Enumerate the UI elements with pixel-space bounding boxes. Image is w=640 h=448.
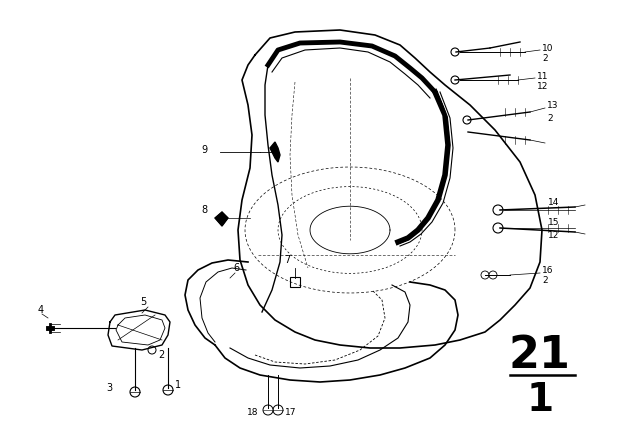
Text: 15: 15 — [548, 217, 559, 227]
Text: 21: 21 — [509, 333, 571, 376]
Circle shape — [163, 385, 173, 395]
Text: 9: 9 — [202, 145, 208, 155]
Circle shape — [130, 387, 140, 397]
Circle shape — [263, 405, 273, 415]
Text: 12: 12 — [537, 82, 548, 90]
Text: 11: 11 — [537, 72, 548, 81]
Circle shape — [489, 271, 497, 279]
Circle shape — [273, 405, 283, 415]
Text: 3: 3 — [106, 383, 112, 393]
Circle shape — [493, 205, 503, 215]
Text: 7: 7 — [284, 255, 290, 265]
Text: 12: 12 — [548, 231, 559, 240]
Text: 17: 17 — [285, 408, 296, 417]
Text: 13: 13 — [547, 100, 559, 109]
Text: 2: 2 — [542, 53, 548, 63]
Circle shape — [463, 116, 471, 124]
Polygon shape — [270, 142, 280, 162]
Text: 4: 4 — [38, 305, 44, 315]
Text: 16: 16 — [542, 266, 554, 275]
Circle shape — [148, 346, 156, 354]
Text: 2: 2 — [542, 276, 548, 284]
Polygon shape — [215, 212, 228, 226]
Text: 14: 14 — [548, 198, 559, 207]
Circle shape — [451, 76, 459, 84]
Text: 1: 1 — [527, 381, 554, 419]
Bar — [290, 277, 300, 287]
Text: 6: 6 — [233, 263, 239, 273]
Circle shape — [481, 271, 489, 279]
Text: 2: 2 — [158, 350, 164, 360]
Text: 1: 1 — [175, 380, 181, 390]
Text: 2: 2 — [547, 113, 552, 122]
Text: 18: 18 — [246, 408, 258, 417]
Circle shape — [493, 223, 503, 233]
Text: 10: 10 — [542, 43, 554, 52]
Text: 8: 8 — [202, 205, 208, 215]
Circle shape — [451, 48, 459, 56]
Text: 5: 5 — [140, 297, 147, 307]
